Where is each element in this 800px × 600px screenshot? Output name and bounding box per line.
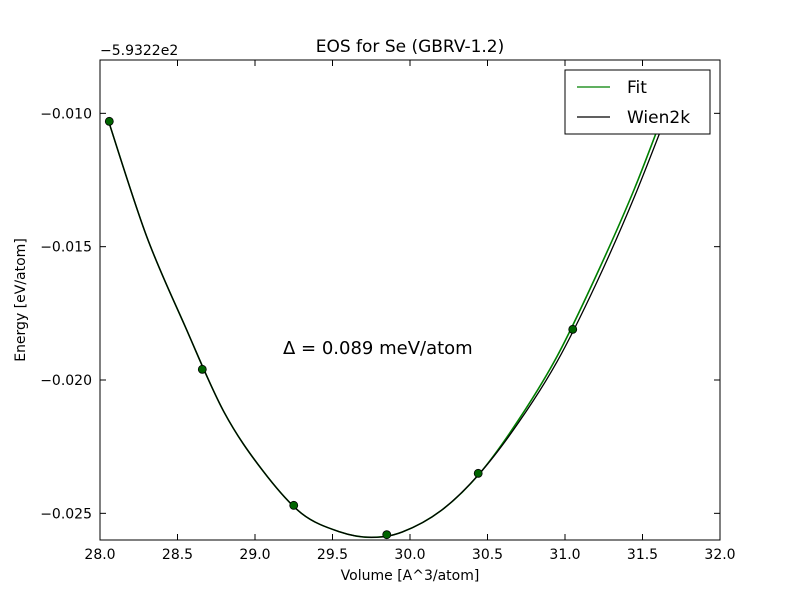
data-point: [568, 324, 578, 334]
y-tick-label: −0.020: [40, 373, 92, 389]
legend-box: [564, 69, 711, 135]
y-offset-label: −5.9322e2: [100, 43, 178, 59]
series-line-wien2k: [107, 97, 675, 538]
x-axis-label: Volume [A^3/atom]: [341, 568, 480, 584]
delta-annotation: Δ = 0.089 meV/atom: [283, 338, 473, 359]
data-point: [197, 364, 207, 374]
x-tick-label: 30.5: [472, 547, 503, 563]
x-tick-label: 28.5: [162, 547, 193, 563]
data-point: [473, 468, 483, 478]
data-point: [382, 530, 392, 540]
x-tick-label: 31.5: [627, 547, 658, 563]
y-tick-label: −0.025: [40, 506, 92, 522]
data-point: [289, 500, 299, 510]
x-tick-label: 30.0: [394, 547, 425, 563]
legend-label-wien2k: Wien2k: [627, 108, 690, 128]
x-tick-label: 32.0: [704, 547, 735, 563]
legend: Fit Wien2k: [564, 69, 711, 135]
x-tick-label: 29.5: [317, 547, 348, 563]
y-tick-label: −0.010: [40, 106, 92, 122]
x-tick-label: 29.0: [239, 547, 270, 563]
series-line-fit: [106, 86, 675, 539]
legend-label-fit: Fit: [627, 78, 647, 98]
y-axis-label: Energy [eV/atom]: [13, 238, 29, 362]
x-tick-label: 28.0: [84, 547, 115, 563]
chart-title: EOS for Se (GBRV-1.2): [316, 37, 505, 57]
data-point: [104, 116, 114, 126]
x-tick-label: 31.0: [549, 547, 580, 563]
y-tick-label: −0.015: [40, 240, 92, 256]
